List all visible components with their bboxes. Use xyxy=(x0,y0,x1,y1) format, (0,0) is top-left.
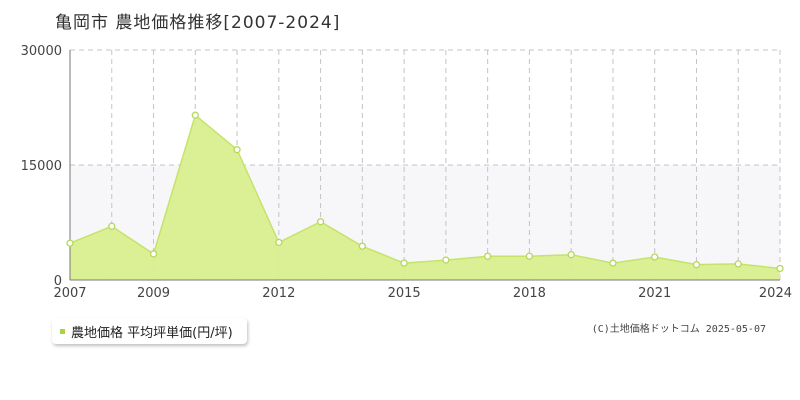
x-tick-label: 2018 xyxy=(513,286,546,301)
data-point xyxy=(149,250,158,258)
data-point xyxy=(108,222,116,230)
x-tick-label: 2024 xyxy=(759,286,792,301)
chart-title: 亀岡市 農地価格推移[2007-2024] xyxy=(55,13,341,33)
data-point xyxy=(442,256,450,264)
y-tick-label: 0 xyxy=(54,274,62,289)
x-tick-label: 2009 xyxy=(137,286,170,301)
y-axis-ticks: 30000 15000 0 xyxy=(21,44,62,289)
y-tick-label: 15000 xyxy=(21,159,62,174)
data-point xyxy=(233,146,241,154)
data-point xyxy=(66,239,74,247)
x-tick-label: 2012 xyxy=(262,286,295,301)
series-area xyxy=(70,115,780,281)
data-point xyxy=(316,218,325,226)
x-tick-label: 2015 xyxy=(388,286,421,301)
series-markers xyxy=(66,111,784,273)
copyright-credit: (C)土地価格ドットコム 2025-05-07 xyxy=(591,324,766,335)
x-axis-ticks: 2007 2009 2012 2015 2018 2021 2024 xyxy=(53,286,792,301)
data-point xyxy=(525,252,534,260)
data-point xyxy=(191,111,199,119)
y-tick-label: 30000 xyxy=(21,44,62,59)
data-point xyxy=(358,242,367,250)
data-point xyxy=(483,252,492,260)
legend-swatch xyxy=(60,328,65,334)
data-point xyxy=(651,253,659,261)
data-point xyxy=(609,259,617,267)
x-tick-label: 2007 xyxy=(53,286,86,301)
data-point xyxy=(734,260,742,268)
data-point xyxy=(275,238,283,247)
data-point xyxy=(692,261,701,269)
data-point xyxy=(567,251,575,259)
chart-area: 30000 15000 0 2007 2009 2012 2015 2018 2021 2024 xyxy=(21,44,792,301)
data-point xyxy=(400,259,408,267)
legend: 農地価格 平均坪単価(円/坪) xyxy=(52,318,247,344)
x-tick-label: 2021 xyxy=(638,286,671,301)
series-line xyxy=(69,113,781,270)
legend-label: 農地価格 平均坪単価(円/坪) xyxy=(71,325,233,341)
data-point xyxy=(776,264,784,273)
